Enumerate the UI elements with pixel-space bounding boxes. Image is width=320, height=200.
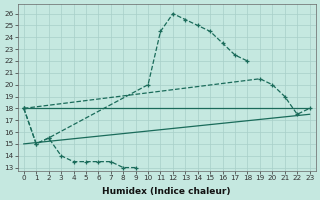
X-axis label: Humidex (Indice chaleur): Humidex (Indice chaleur): [102, 187, 231, 196]
